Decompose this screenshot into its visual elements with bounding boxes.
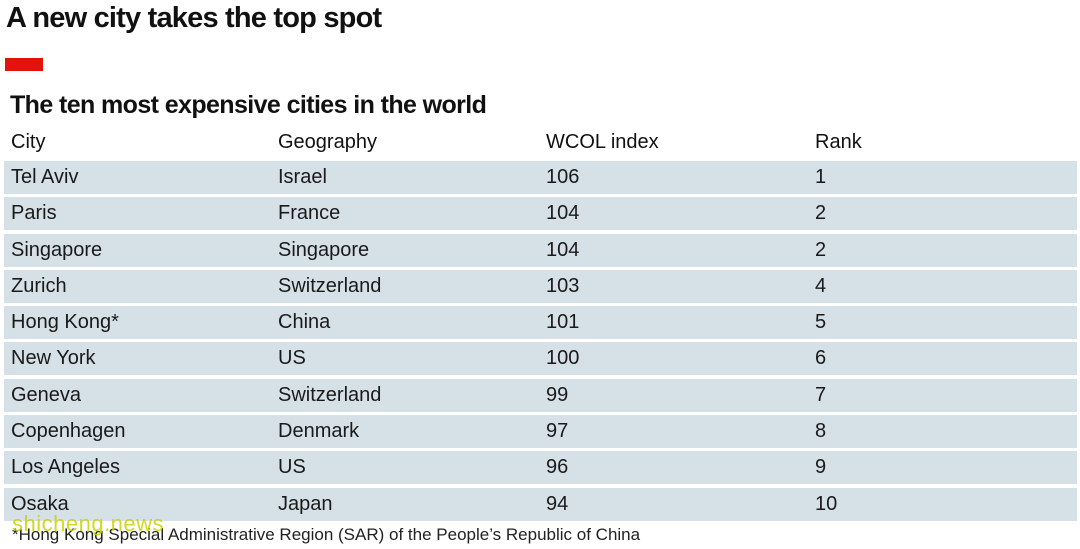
column-header-city: City [11,131,46,153]
city-cell: Singapore [11,238,103,261]
table-row: New York US 100 6 [4,342,1077,376]
rank-cell: 9 [815,456,827,479]
city-cell: Hong Kong* [11,311,119,334]
geography-cell: US [278,347,306,370]
table-row: Singapore Singapore 104 2 [4,233,1077,267]
table-row: Zurich Switzerland 103 4 [4,269,1077,303]
table-header-row: City Geography WCOL index Rank [4,126,1077,159]
geography-cell: US [278,456,306,479]
rank-cell: 2 [815,202,827,225]
table-row: Los Angeles US 96 9 [4,451,1077,485]
geography-cell: Denmark [278,420,360,443]
rank-cell: 4 [815,274,827,297]
footnote: *Hong Kong Special Administrative Region… [12,525,641,544]
geography-cell: France [278,202,341,225]
geography-cell: Japan [278,492,333,515]
table-row: Copenhagen Denmark 97 8 [4,415,1077,449]
table-row: Osaka Japan 94 10 [4,487,1077,521]
geography-cell: Singapore [278,238,370,261]
city-cell: Los Angeles [11,456,120,479]
data-table: City Geography WCOL index Rank Tel Aviv I… [4,126,1077,524]
wcol-index-cell: 101 [546,311,580,334]
city-cell: Geneva [11,383,82,406]
city-cell: New York [11,347,96,370]
city-cell: Osaka [11,492,69,515]
wcol-index-cell: 94 [546,492,569,515]
wcol-index-cell: 103 [546,274,580,297]
rank-cell: 10 [815,492,838,515]
wcol-index-cell: 97 [546,420,569,443]
rank-cell: 1 [815,166,827,188]
geography-cell: Switzerland [278,274,382,297]
rank-cell: 7 [815,383,827,406]
city-cell: Paris [11,202,57,225]
wcol-index-cell: 106 [546,166,580,188]
table-title: The ten most expensive cities in the wor… [10,91,487,119]
table-row: Tel Aviv Israel 106 1 [4,161,1077,194]
geography-cell: Switzerland [278,383,382,406]
headline: A new city takes the top spot [6,2,382,34]
table-row: Paris France 104 2 [4,197,1077,231]
wcol-index-cell: 104 [546,238,580,261]
table-row: Hong Kong* China 101 5 [4,306,1077,340]
column-header-wcol-index: WCOL index [546,131,659,153]
city-cell: Copenhagen [11,420,126,443]
rank-cell: 6 [815,347,827,370]
column-header-rank: Rank [815,131,862,153]
watermark: shicheng.news [12,511,165,536]
city-cell: Tel Aviv [11,166,79,188]
table-body: Tel Aviv Israel 106 1 Paris France 104 2 Singapo… [4,161,1077,521]
accent-bar [5,58,43,71]
geography-cell: Israel [278,166,327,188]
city-cell: Zurich [11,274,67,297]
rank-cell: 8 [815,420,827,443]
wcol-index-cell: 96 [546,456,569,479]
column-header-geography: Geography [278,131,377,153]
table-row: Geneva Switzerland 99 7 [4,378,1077,412]
wcol-index-cell: 104 [546,202,580,225]
wcol-index-cell: 100 [546,347,580,370]
wcol-index-cell: 99 [546,383,569,406]
geography-cell: China [278,311,331,334]
rank-cell: 2 [815,238,827,261]
rank-cell: 5 [815,311,827,334]
